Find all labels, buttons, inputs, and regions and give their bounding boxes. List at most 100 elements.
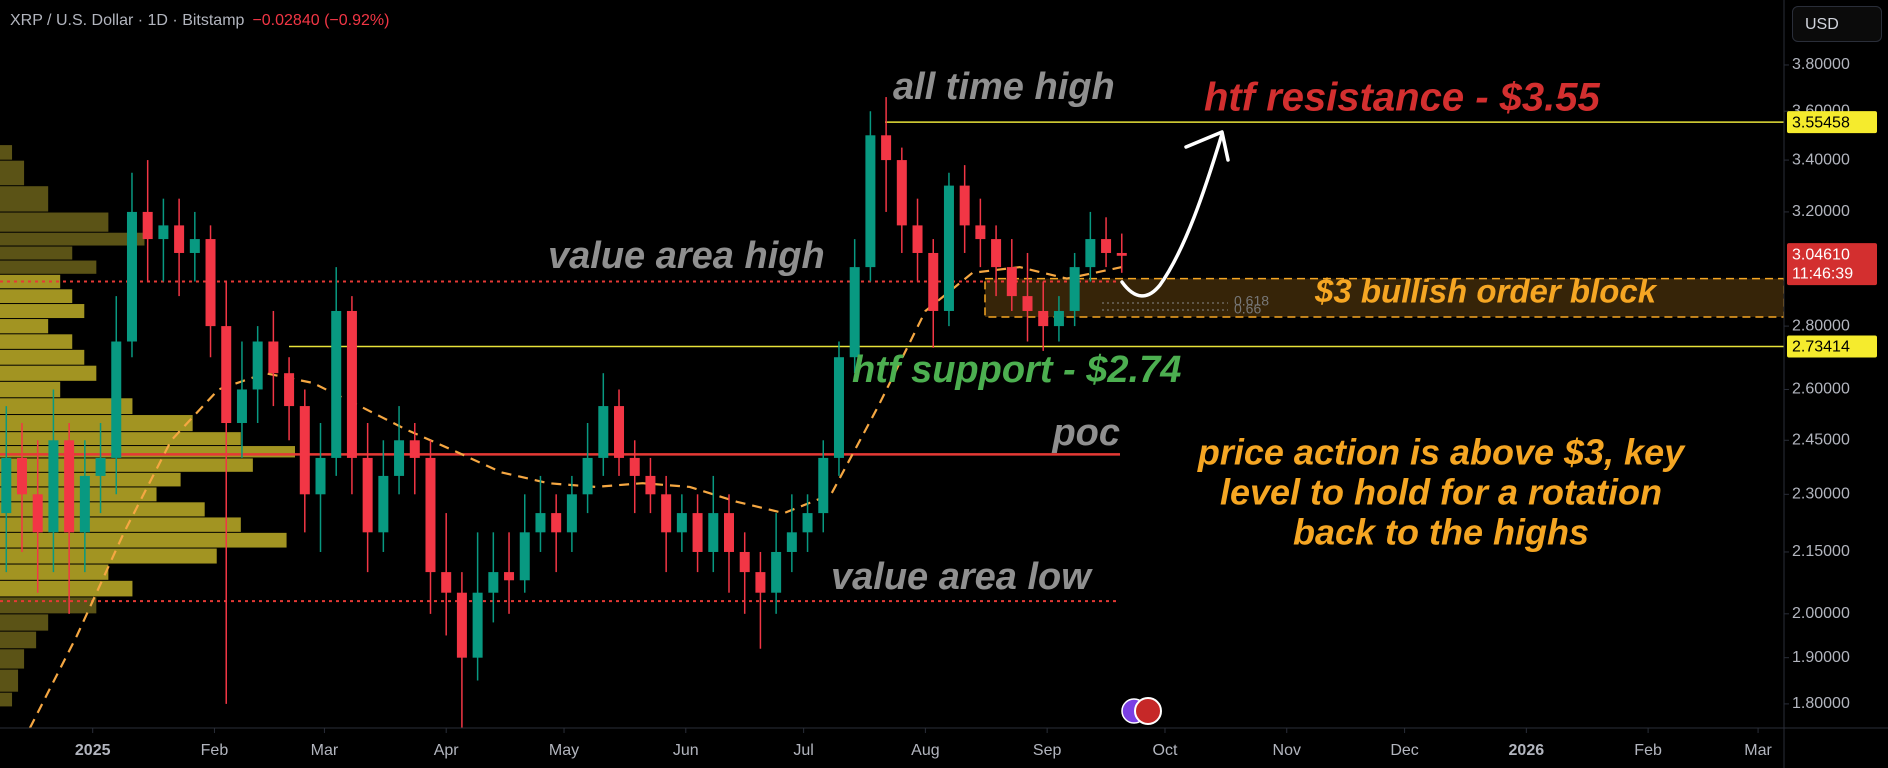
price-tag-label: 3.55458 xyxy=(1792,114,1850,131)
volume-profile-bar xyxy=(0,517,241,532)
candle-body xyxy=(739,551,750,573)
candle-body xyxy=(284,373,295,407)
candle-body xyxy=(1006,267,1017,297)
candle-body xyxy=(865,135,876,268)
price-tag xyxy=(1787,335,1877,358)
volume-profile-bar xyxy=(0,669,19,692)
volume-profile-bar xyxy=(0,631,37,649)
candle-body xyxy=(32,494,43,533)
annotation: price action is above $3, key xyxy=(1197,432,1686,473)
y-tick-label: 2.30000 xyxy=(1792,486,1850,503)
volume-profile-bar xyxy=(0,597,97,614)
candle-body xyxy=(1069,267,1080,311)
y-tick-label: 3.40000 xyxy=(1792,151,1850,168)
volume-profile-bar xyxy=(0,580,133,597)
annotation: value area high xyxy=(548,235,825,277)
y-tick-label: 2.15000 xyxy=(1792,543,1850,560)
candle-body xyxy=(896,160,907,226)
candle-body xyxy=(566,494,577,533)
candle-body xyxy=(975,225,986,240)
volume-profile-bar xyxy=(0,334,73,349)
candle-body xyxy=(551,513,562,533)
volume-profile-bar xyxy=(0,692,13,707)
volume-profile-bar xyxy=(0,415,193,432)
x-tick-label: Jul xyxy=(793,742,813,759)
currency-button[interactable]: USD xyxy=(1792,6,1882,42)
fib-label: 0.66 xyxy=(1234,301,1261,317)
volume-profile-bar xyxy=(0,289,73,304)
x-tick-label: Apr xyxy=(434,742,460,759)
volume-profile-bar xyxy=(0,349,85,365)
y-tick-label: 1.90000 xyxy=(1792,649,1850,666)
candle-body xyxy=(519,532,530,581)
candle-body xyxy=(425,457,436,573)
candle-body xyxy=(456,592,467,658)
candle-body xyxy=(535,513,546,533)
x-tick-label: Aug xyxy=(911,742,939,759)
candle-body xyxy=(1116,252,1127,256)
x-tick-label: Sep xyxy=(1033,742,1062,759)
y-tick-label: 1.80000 xyxy=(1792,695,1850,712)
candle-body xyxy=(1101,239,1112,253)
volume-profile-bar xyxy=(0,564,109,580)
x-tick-label: Mar xyxy=(1744,742,1772,759)
candle-body xyxy=(598,406,609,458)
candle-body xyxy=(1053,310,1064,327)
candle-body xyxy=(236,389,247,424)
candle-body xyxy=(252,341,263,390)
candle-body xyxy=(1085,239,1096,268)
x-tick-label: Dec xyxy=(1390,742,1418,759)
volume-profile-bar xyxy=(0,446,295,458)
candle-body xyxy=(221,326,232,424)
volume-profile-bar xyxy=(0,319,49,334)
candle-body xyxy=(488,572,499,593)
y-tick-label: 2.00000 xyxy=(1792,605,1850,622)
candle-body xyxy=(849,267,860,358)
candle-body xyxy=(299,406,310,495)
candle-body xyxy=(912,225,923,253)
x-tick-label: Feb xyxy=(1634,742,1662,759)
candle-body xyxy=(818,457,829,514)
candle-body xyxy=(771,551,782,593)
candle-body xyxy=(331,310,342,458)
candle-body xyxy=(614,406,625,458)
candle-body xyxy=(582,457,593,495)
event-icon xyxy=(1134,697,1162,725)
symbol[interactable]: XRP / U.S. Dollar · 1D · Bitstamp xyxy=(10,12,245,29)
candle-body xyxy=(833,357,844,458)
y-tick-label: 2.45000 xyxy=(1792,432,1850,449)
fib-label: 0.618 xyxy=(1234,293,1269,309)
candle-body xyxy=(409,440,420,458)
y-tick-label: 3.20000 xyxy=(1792,203,1850,220)
symbol-header: XRP / U.S. Dollar · 1D · Bitstamp −0.0284… xyxy=(10,12,389,30)
volume-profile-bar xyxy=(0,186,49,212)
current-price-tag xyxy=(1787,243,1877,286)
volume-profile-bar xyxy=(0,246,73,260)
candle-body xyxy=(629,457,640,476)
candle-body xyxy=(504,572,515,581)
candle-body xyxy=(64,440,75,533)
candle-body xyxy=(268,341,279,374)
candle-body xyxy=(943,185,954,311)
current-price-label: 3.04610 xyxy=(1792,246,1850,263)
y-tick-label: 2.60000 xyxy=(1792,381,1850,398)
candle-body xyxy=(991,239,1002,268)
x-tick-label: Mar xyxy=(311,742,339,759)
annotation: level to hold for a rotation xyxy=(1220,472,1662,513)
x-tick-label: 2026 xyxy=(1509,742,1545,759)
candle-body xyxy=(205,239,216,327)
x-tick-label: Oct xyxy=(1153,742,1178,759)
volume-profile-bar xyxy=(0,304,85,319)
candle-body xyxy=(315,457,326,495)
annotation: $3 bullish order block xyxy=(1314,273,1658,310)
candle-body xyxy=(126,211,137,342)
candle-body xyxy=(378,475,389,533)
candle-body xyxy=(802,513,813,533)
volume-profile-bar xyxy=(0,160,25,186)
projection-arrow xyxy=(1120,132,1224,298)
candle-body xyxy=(158,225,169,240)
candle-body xyxy=(174,225,185,253)
candle-body xyxy=(692,513,703,552)
candle-body xyxy=(959,185,970,226)
